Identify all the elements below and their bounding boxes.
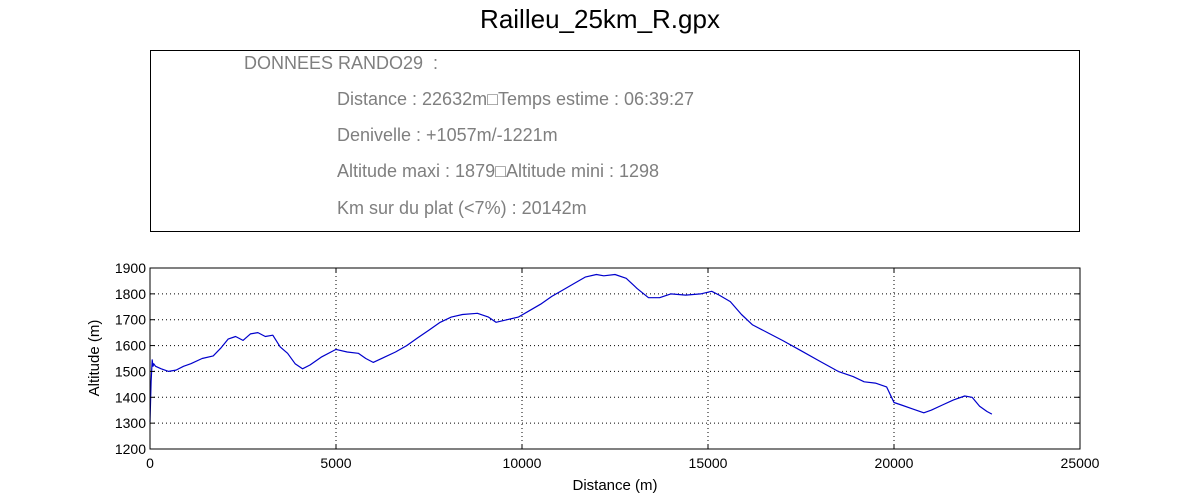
y-tick-label: 1200 (115, 441, 146, 457)
ticks: 0 5000 10000 15000 20000 25000 1200 1300 1400 150… (115, 260, 1100, 471)
x-tick-label: 5000 (320, 455, 351, 471)
grid (150, 268, 1080, 449)
info-elevation-gain: Denivelle : +1057m/-1221m (337, 125, 558, 145)
y-tick-label: 1300 (115, 415, 146, 431)
y-tick-label: 1800 (115, 286, 146, 302)
info-flat-distance: Km sur du plat (<7%) : 20142m (337, 198, 587, 218)
y-axis-label: Altitude (m) (86, 320, 103, 397)
y-tick-label: 1400 (115, 389, 146, 405)
info-distance-time: Distance : 22632m□Temps estime : 06:39:2… (337, 89, 695, 109)
plot-frame (149, 267, 1081, 450)
x-tick-label: 20000 (875, 455, 914, 471)
x-axis-label: Distance (m) (572, 477, 657, 494)
y-tick-label: 1700 (115, 312, 146, 328)
chart-title: Railleu_25km_R.gpx (480, 4, 720, 34)
series-layer (149, 273, 993, 422)
x-tick-label: 25000 (1061, 455, 1100, 471)
info-altitude-range: Altitude maxi : 1879□Altitude mini : 129… (337, 161, 660, 181)
y-tick-label: 1500 (115, 363, 146, 379)
y-tick-label: 1900 (115, 260, 146, 276)
x-tick-label: 15000 (689, 455, 728, 471)
info-header: DONNEES RANDO29 : (244, 53, 439, 73)
x-tick-label: 0 (146, 455, 154, 471)
altitude-profile-line (149, 273, 993, 422)
y-tick-label: 1600 (115, 338, 146, 354)
x-tick-label: 10000 (503, 455, 542, 471)
info-box: DONNEES RANDO29 : Distance : 22632m□Temp… (150, 50, 1080, 232)
